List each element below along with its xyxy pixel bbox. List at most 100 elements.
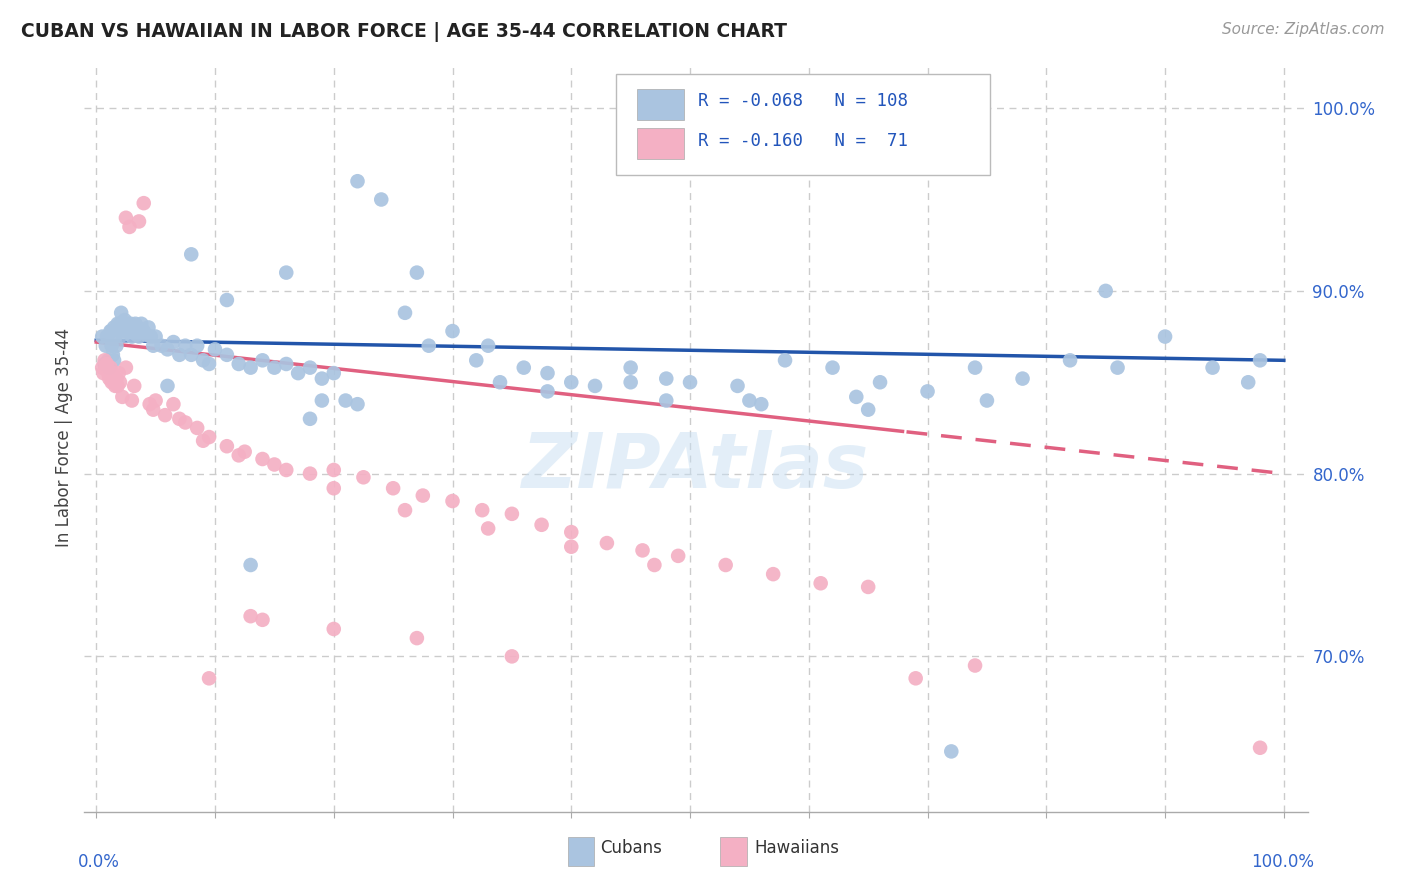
Text: Source: ZipAtlas.com: Source: ZipAtlas.com [1222, 22, 1385, 37]
Point [107, 324, 129, 338]
Point [107, 317, 129, 331]
Point [91, 329, 114, 343]
Point [963, 360, 986, 375]
Point [228, 357, 250, 371]
Point [215, 348, 238, 362]
Point [105, 339, 128, 353]
Point [322, 366, 344, 380]
Point [103, 371, 125, 385]
Point [1154, 329, 1177, 343]
Point [91, 360, 114, 375]
Point [1249, 353, 1271, 368]
Point [97, 366, 120, 380]
Point [560, 525, 582, 540]
Point [1107, 360, 1129, 375]
Text: ZIPAtlas: ZIPAtlas [522, 430, 870, 504]
Point [186, 421, 208, 435]
Point [115, 360, 138, 375]
Point [122, 324, 145, 338]
Point [115, 211, 138, 225]
Point [418, 339, 440, 353]
Point [98, 360, 121, 375]
Point [762, 567, 785, 582]
Point [560, 540, 582, 554]
Text: 0.0%: 0.0% [79, 853, 120, 871]
Point [322, 481, 344, 495]
Point [904, 671, 927, 685]
Point [139, 329, 162, 343]
Point [917, 384, 939, 399]
Point [174, 339, 197, 353]
Point [536, 384, 558, 399]
Point [128, 214, 150, 228]
Point [97, 353, 120, 368]
Point [103, 320, 125, 334]
Point [941, 744, 963, 758]
Point [122, 379, 145, 393]
Bar [568, 838, 595, 865]
Point [93, 353, 115, 368]
FancyBboxPatch shape [616, 74, 990, 175]
Point [121, 329, 143, 343]
Point [810, 576, 832, 591]
Point [727, 379, 749, 393]
Point [346, 397, 368, 411]
Point [239, 609, 262, 624]
Point [111, 390, 134, 404]
Point [128, 329, 150, 343]
Point [536, 366, 558, 380]
Point [120, 317, 142, 331]
Point [93, 366, 115, 380]
Point [263, 360, 285, 375]
Text: 100.0%: 100.0% [1251, 853, 1313, 871]
Point [101, 366, 124, 380]
Point [821, 360, 844, 375]
Point [127, 320, 149, 334]
Point [138, 320, 160, 334]
Point [138, 397, 160, 411]
Point [191, 434, 214, 448]
Point [1237, 376, 1260, 390]
Point [298, 360, 321, 375]
Point [112, 327, 135, 342]
Point [583, 379, 606, 393]
Point [169, 348, 191, 362]
Point [162, 397, 184, 411]
Y-axis label: In Labor Force | Age 35-44: In Labor Force | Age 35-44 [55, 327, 73, 547]
Point [1094, 284, 1116, 298]
Point [394, 306, 416, 320]
Point [298, 467, 321, 481]
Point [180, 348, 202, 362]
Point [252, 452, 274, 467]
Point [104, 329, 127, 343]
Point [370, 193, 392, 207]
Point [239, 360, 262, 375]
Point [513, 360, 536, 375]
Point [100, 339, 122, 353]
Point [108, 317, 131, 331]
Point [169, 412, 191, 426]
Point [107, 379, 129, 393]
Point [655, 371, 678, 385]
Point [412, 489, 434, 503]
Point [406, 631, 429, 645]
Point [104, 379, 127, 393]
Point [132, 324, 155, 338]
Point [204, 343, 226, 357]
Point [101, 348, 124, 362]
Point [142, 339, 165, 353]
Point [738, 393, 761, 408]
Point [346, 174, 368, 188]
Point [655, 393, 678, 408]
Point [963, 658, 986, 673]
Point [191, 353, 214, 368]
Point [180, 247, 202, 261]
Point [135, 327, 157, 342]
Point [276, 357, 298, 371]
Point [276, 266, 298, 280]
Point [114, 313, 136, 327]
Point [186, 339, 208, 353]
Bar [637, 128, 683, 159]
Point [489, 376, 512, 390]
Point [145, 329, 167, 343]
